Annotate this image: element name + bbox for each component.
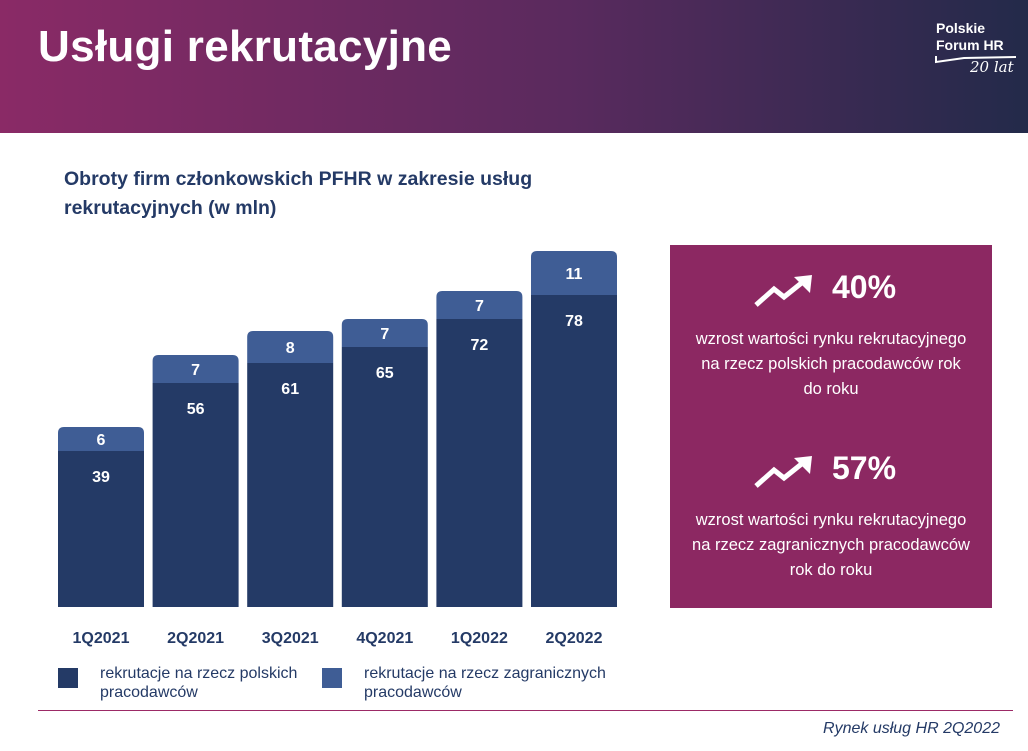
data-label-foreign-4Q2021: 7 bbox=[380, 326, 389, 343]
bar-foreign-2Q2022 bbox=[531, 251, 617, 295]
footer-divider bbox=[38, 710, 1013, 711]
bar-foreign-4Q2021 bbox=[341, 319, 428, 347]
data-label-polish-2Q2022: 78 bbox=[565, 313, 583, 330]
logo-text-line3: 20 lat bbox=[970, 58, 1014, 76]
stat-foreign: 57% wzrost wartości rynku rekrutacyjnego… bbox=[670, 450, 992, 583]
trend-up-icon bbox=[754, 275, 812, 307]
data-label-polish-3Q2021: 61 bbox=[281, 381, 299, 398]
stat-polish: 40% wzrost wartości rynku rekrutacyjnego… bbox=[670, 269, 992, 402]
stat-value: 40% bbox=[832, 269, 897, 305]
stat-value: 57% bbox=[832, 450, 897, 486]
x-tick-label-2Q2021: 2Q2021 bbox=[167, 630, 224, 647]
bar-foreign-3Q2021 bbox=[247, 331, 334, 363]
logo-text-line1: Polskie bbox=[936, 20, 986, 36]
data-label-polish-4Q2021: 65 bbox=[376, 365, 394, 382]
bar-foreign-1Q2022 bbox=[436, 291, 523, 319]
bar-foreign-1Q2021 bbox=[58, 427, 144, 451]
data-label-foreign-2Q2022: 11 bbox=[566, 266, 583, 283]
x-tick-label-4Q2021: 4Q2021 bbox=[356, 630, 413, 647]
data-label-foreign-1Q2021: 6 bbox=[97, 432, 106, 449]
data-label-polish-1Q2022: 72 bbox=[471, 337, 489, 354]
data-label-polish-2Q2021: 56 bbox=[187, 401, 205, 418]
logo: Polskie Forum HR 20 lat bbox=[930, 20, 1018, 82]
x-tick-label-2Q2022: 2Q2022 bbox=[546, 630, 603, 647]
bar-polish-3Q2021 bbox=[247, 363, 334, 607]
stat-description: wzrost wartości rynku rekrutacyjnego na … bbox=[695, 330, 967, 398]
data-label-foreign-1Q2022: 7 bbox=[475, 298, 484, 315]
logo-text-line2: Forum HR bbox=[936, 37, 1004, 53]
chart-title: Obroty firm członkowskich PFHR w zakresi… bbox=[64, 168, 533, 219]
bar-polish-1Q2021 bbox=[58, 451, 144, 607]
x-tick-label-1Q2022: 1Q2022 bbox=[451, 630, 508, 647]
trend-up-icon bbox=[754, 456, 812, 488]
header-banner: Usługi rekrutacyjne Polskie Forum HR 20 … bbox=[0, 0, 1028, 133]
stat-description: wzrost wartości rynku rekrutacyjnego na … bbox=[692, 511, 970, 579]
data-label-foreign-2Q2021: 7 bbox=[191, 362, 200, 379]
logo-swoosh-icon bbox=[935, 56, 1017, 64]
legend-swatch-foreign bbox=[322, 668, 342, 688]
stats-panel: 40% wzrost wartości rynku rekrutacyjnego… bbox=[670, 245, 992, 608]
bar-polish-2Q2022 bbox=[531, 295, 617, 607]
bar-polish-2Q2021 bbox=[152, 383, 239, 607]
x-tick-label-3Q2021: 3Q2021 bbox=[262, 630, 319, 647]
legend-label-foreign: rekrutacje na rzecz zagranicznych pracod… bbox=[364, 665, 606, 701]
legend-swatch-polish bbox=[58, 668, 78, 688]
bar-foreign-2Q2021 bbox=[152, 355, 239, 383]
data-label-foreign-3Q2021: 8 bbox=[286, 340, 295, 357]
data-label-polish-1Q2021: 39 bbox=[92, 469, 110, 486]
stacked-bar-chart: 6 39 1Q2021 7 56 2Q2021 8 61 3Q2021 7 65 4Q2021 7 72 1… bbox=[58, 251, 617, 647]
bar-polish-1Q2022 bbox=[436, 319, 523, 607]
page-title: Usługi rekrutacyjne bbox=[38, 22, 453, 71]
footer-text: Rynek usług HR 2Q2022 bbox=[823, 720, 1000, 737]
legend-label-polish: rekrutacje na rzecz polskich pracodawców bbox=[100, 665, 298, 701]
bar-polish-4Q2021 bbox=[341, 347, 428, 607]
x-tick-label-1Q2021: 1Q2021 bbox=[73, 630, 130, 647]
